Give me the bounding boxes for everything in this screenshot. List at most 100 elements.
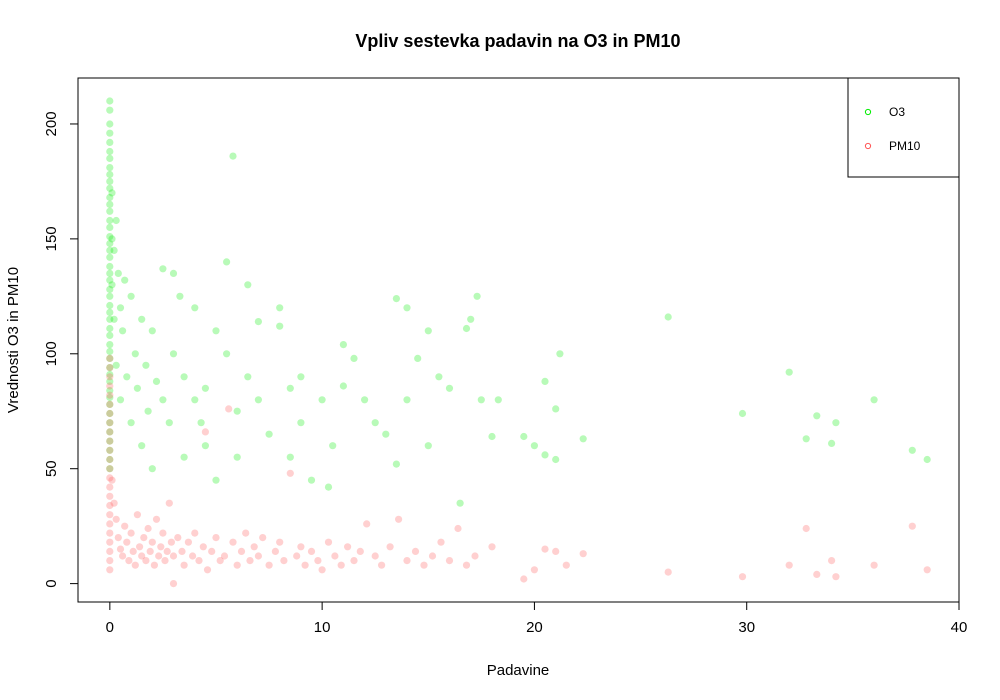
data-point — [138, 552, 146, 560]
data-point — [392, 460, 400, 468]
data-point — [350, 557, 358, 565]
data-point — [180, 561, 188, 569]
data-point — [738, 573, 747, 581]
data-point — [254, 552, 262, 560]
data-point — [106, 393, 114, 402]
legend-label: O3 — [889, 105, 905, 119]
data-point — [106, 474, 114, 482]
data-point — [191, 529, 199, 537]
data-point — [106, 276, 114, 284]
data-point — [445, 557, 454, 565]
data-point — [462, 561, 471, 569]
data-point — [908, 446, 916, 454]
data-point — [908, 522, 916, 530]
x-tick-label: 10 — [314, 619, 331, 636]
data-point — [420, 561, 428, 569]
series-pm10 — [106, 354, 931, 588]
data-point — [286, 453, 294, 461]
data-point — [138, 315, 146, 323]
data-point — [813, 570, 821, 579]
data-point — [280, 557, 288, 565]
data-point — [363, 520, 371, 528]
data-point — [106, 164, 114, 172]
data-point — [106, 147, 114, 156]
x-axis: 0 10 20 30 40 — [106, 601, 967, 636]
data-point — [738, 409, 747, 418]
data-point — [371, 419, 379, 427]
data-point — [184, 538, 192, 546]
data-point — [494, 396, 502, 404]
y-axis: 0 50 100 150 200 — [43, 111, 79, 588]
data-point — [106, 315, 114, 323]
data-point — [146, 547, 154, 556]
data-point — [802, 435, 810, 443]
data-point — [148, 327, 156, 335]
data-point — [923, 566, 931, 574]
data-point — [106, 446, 114, 454]
data-point — [123, 373, 131, 381]
data-point — [870, 396, 878, 404]
data-point — [344, 543, 352, 551]
data-point — [140, 534, 148, 542]
x-tick-label: 0 — [106, 619, 114, 636]
data-point — [254, 396, 262, 404]
data-point — [244, 281, 252, 289]
data-point — [106, 129, 114, 137]
data-point — [114, 269, 122, 277]
data-point — [216, 557, 224, 565]
data-point — [473, 292, 481, 300]
data-point — [437, 538, 445, 546]
chart-title: Vpliv sestevka padavin na O3 in PM10 — [355, 31, 680, 51]
data-point — [411, 547, 420, 556]
data-point — [541, 545, 549, 553]
data-point — [403, 304, 411, 312]
data-point — [106, 465, 114, 473]
data-point — [106, 154, 114, 162]
data-point — [276, 538, 284, 546]
legend-marker — [864, 142, 872, 150]
data-point — [314, 557, 322, 565]
data-point — [201, 428, 209, 436]
data-point — [142, 557, 150, 565]
data-point — [244, 373, 252, 381]
data-point — [870, 561, 878, 569]
data-point — [106, 285, 114, 293]
data-point — [106, 566, 114, 574]
data-point — [106, 170, 114, 179]
data-point — [250, 543, 258, 551]
data-point — [112, 515, 120, 523]
data-point — [106, 557, 114, 565]
data-point — [530, 566, 539, 574]
data-point — [199, 543, 207, 551]
data-point — [201, 442, 209, 450]
data-point — [106, 177, 114, 185]
legend: O3 PM10 — [847, 77, 960, 178]
data-point — [361, 396, 369, 404]
data-point — [552, 405, 560, 413]
data-point — [403, 396, 411, 404]
data-point — [339, 382, 347, 390]
data-point — [176, 292, 184, 300]
data-point — [152, 515, 161, 523]
data-point — [828, 557, 836, 565]
data-point — [329, 442, 337, 450]
data-point — [165, 419, 173, 427]
data-point — [106, 437, 114, 445]
data-point — [150, 561, 158, 569]
data-point — [297, 543, 305, 551]
data-point — [259, 534, 267, 542]
data-point — [350, 354, 358, 362]
data-point — [112, 361, 120, 369]
data-point — [530, 442, 539, 450]
data-point — [225, 405, 233, 413]
data-point — [208, 547, 216, 556]
data-point — [159, 265, 167, 273]
data-point — [106, 200, 114, 208]
data-point — [106, 428, 114, 436]
data-point — [157, 543, 165, 551]
data-point — [106, 446, 114, 454]
data-point — [106, 262, 114, 271]
data-point — [223, 258, 231, 266]
data-point — [106, 465, 114, 473]
